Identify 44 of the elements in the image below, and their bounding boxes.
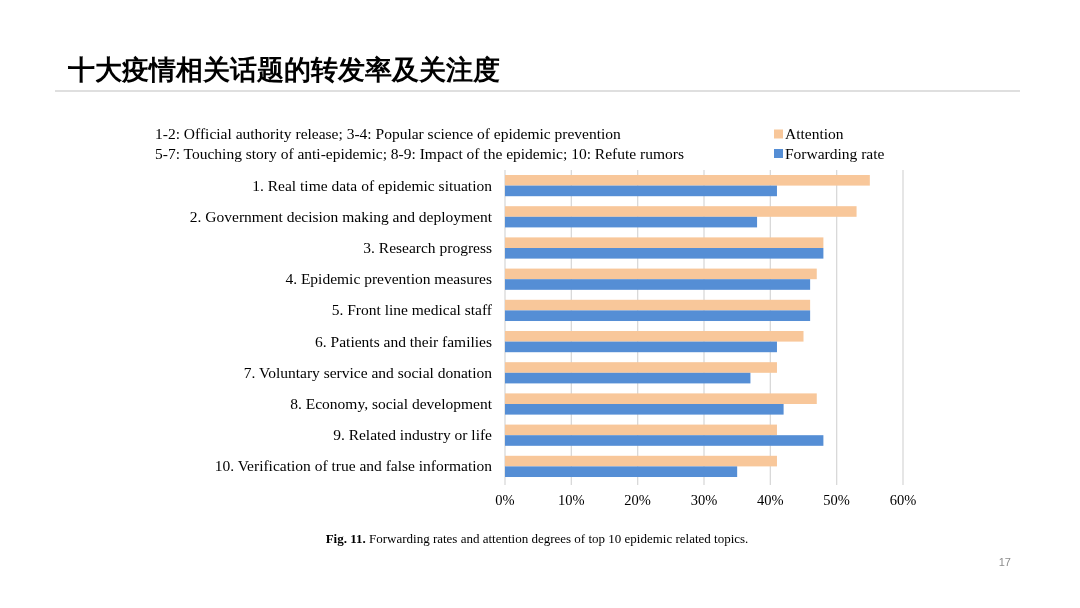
text: 1-2: Official authority release; 3-4: Popular science of epidemic prevention: [155, 125, 622, 142]
bar: [505, 299, 811, 311]
y-tick-label: 6. Patients and their families: [315, 332, 492, 350]
x-tick-label: 20%: [624, 492, 651, 508]
y-tick-label: 9. Related industry or life: [333, 426, 493, 444]
bar: [505, 330, 804, 342]
bar: [505, 237, 824, 248]
text: 5-7: Touching story of anti-epidemic; 8-9: Impact of the epidemic; 10: Refute rumors: [155, 145, 684, 162]
bar: [505, 174, 870, 186]
bar: [505, 310, 811, 322]
bar: [505, 279, 811, 290]
x-tick-label: 0%: [495, 492, 515, 508]
bar: [505, 248, 824, 259]
text: 十大疫情相关话题的转发率及关注度: [67, 55, 500, 85]
x-tick-label: 10%: [558, 492, 585, 508]
y-tick-label: 5. Front line medical staff: [331, 301, 493, 319]
bar: [505, 435, 824, 446]
legend-label: Forwarding rate: [785, 144, 885, 162]
bar: [505, 393, 817, 404]
y-tick-label: 8. Economy, social development: [290, 395, 493, 412]
bar: [505, 268, 817, 280]
bar: [505, 466, 738, 478]
x-tick-label: 60%: [889, 492, 917, 508]
legend-label: Attention: [785, 125, 844, 142]
x-tick-label: 40%: [757, 492, 784, 508]
bar: [505, 341, 777, 353]
y-tick-label: 4. Epidemic prevention measures: [285, 270, 492, 288]
bar: [505, 216, 758, 228]
x-tick-label: 50%: [823, 492, 850, 508]
y-tick-label: 3. Research progress: [363, 239, 492, 256]
bar: [505, 424, 777, 436]
x-tick-label: 30%: [690, 492, 718, 508]
bar: [505, 455, 777, 467]
bar: [505, 206, 857, 217]
bar: [505, 185, 777, 197]
text: 17: [998, 556, 1011, 568]
y-tick-label: 1. Real time data of epidemic situation: [252, 176, 493, 194]
bar: [505, 372, 751, 384]
y-tick-label: 10. Verification of true and false information: [214, 457, 493, 475]
bar: [505, 362, 777, 373]
bar: [505, 404, 784, 415]
y-tick-label: 7. Voluntary service and social donation: [243, 363, 493, 381]
text: Fig. 11. Forwarding rates and attention degrees of top 10 epidemic related topics.: [325, 531, 749, 546]
y-tick-label: 2. Government decision making and deployment: [189, 207, 493, 225]
